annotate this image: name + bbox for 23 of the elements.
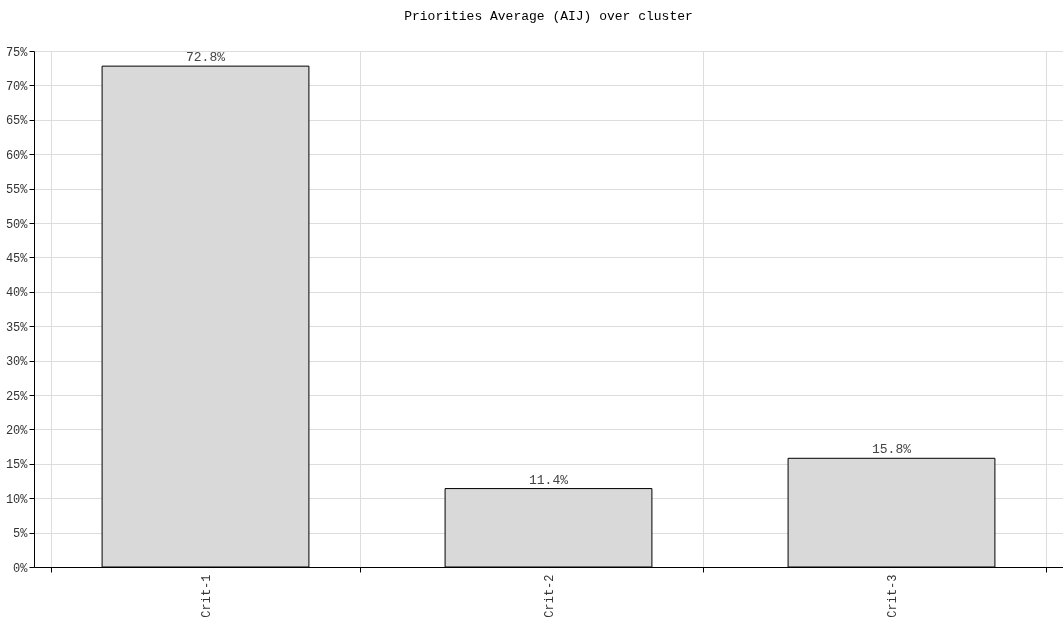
y-tick-label: 60% — [5, 148, 29, 163]
data-label: 15.8% — [871, 442, 912, 458]
y-tick-label: 30% — [5, 355, 29, 370]
y-tick-label: 20% — [5, 423, 29, 438]
y-tick-label: 70% — [5, 79, 29, 94]
data-label: 11.4% — [528, 472, 569, 488]
x-tick-label: Crit-2 — [543, 574, 557, 618]
y-tick-label: 25% — [5, 389, 29, 404]
y-tick-label: 75% — [5, 45, 29, 60]
y-tick-label: 15% — [5, 458, 29, 473]
y-tick-label: 5% — [13, 527, 29, 542]
y-tick-label: 65% — [5, 114, 29, 129]
y-tick-label: 0% — [13, 561, 29, 576]
x-tick-label: Crit-1 — [200, 574, 214, 618]
data-label: 72.8% — [185, 50, 226, 66]
y-tick-label: 45% — [5, 251, 29, 266]
y-tick-label: 55% — [5, 183, 29, 198]
y-tick-label: 40% — [5, 286, 29, 301]
chart-title: Priorities Average (AIJ) over cluster — [404, 9, 693, 24]
x-tick-label: Crit-3 — [886, 574, 900, 618]
y-tick-label: 35% — [5, 320, 29, 335]
y-tick-label: 10% — [5, 492, 29, 507]
y-tick-label: 50% — [5, 217, 29, 232]
